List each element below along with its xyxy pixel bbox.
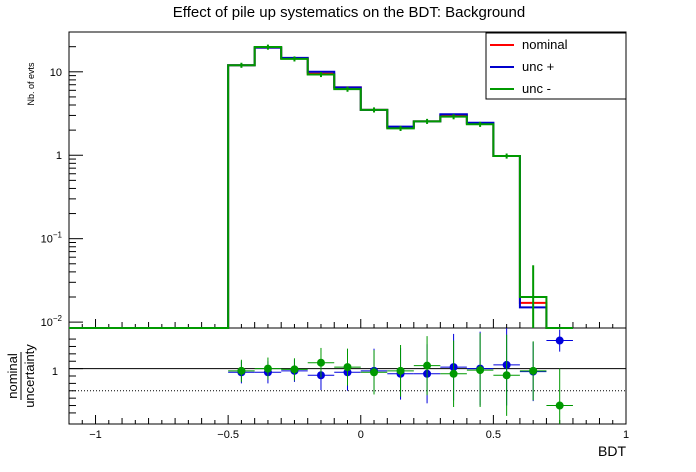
x-tick-label: −1	[89, 429, 102, 441]
ratio-point-unc-	[290, 365, 298, 373]
ratio-label-numerator: nominal	[5, 353, 20, 399]
ratio-point-unc-	[397, 367, 405, 375]
ratio-point-unc-	[556, 402, 564, 410]
ratio-y-label: nominal uncertainty	[5, 344, 37, 408]
x-tick-labels: −1 −0.5 0 0.5 1	[89, 429, 629, 441]
ratio-point-unc-	[450, 370, 458, 378]
ratio-point-unc-	[370, 368, 378, 376]
y-tick-exponent: −2	[53, 314, 63, 323]
ratio-point-unc-	[317, 359, 325, 367]
legend-label-unc-plus: unc +	[522, 59, 554, 74]
legend: nominal unc + unc -	[486, 33, 626, 99]
legend-label-unc-minus: unc -	[522, 81, 551, 96]
legend-label-nominal: nominal	[522, 37, 568, 52]
y-tick-label: 10−1	[41, 231, 63, 246]
y-tick-exponent: −1	[53, 231, 63, 240]
ratio-point-unc-	[556, 337, 564, 345]
ratio-points	[228, 328, 573, 424]
ratio-point-unc-	[529, 367, 537, 375]
ratio-point-unc-	[476, 366, 484, 374]
ratio-point-unc-	[423, 362, 431, 370]
y-tick-label: 1	[56, 150, 62, 162]
y-tick-label: 10	[50, 67, 62, 79]
x-tick-label: −0.5	[217, 429, 239, 441]
ratio-y-tick-label: 1	[52, 366, 58, 378]
x-axis-label: BDT	[598, 443, 626, 459]
y-axis-label: Nb. of evts	[26, 62, 36, 106]
x-tick-label: 0.5	[486, 429, 501, 441]
ratio-point-unc-	[344, 363, 352, 371]
ratio-label-denominator: uncertainty	[22, 344, 37, 408]
y-tick-label: 10−2	[41, 314, 63, 329]
ratio-axis-ticks	[69, 339, 83, 413]
x-tick-label: 1	[623, 429, 629, 441]
ratio-point-unc-	[264, 365, 272, 373]
chart-title: Effect of pile up systematics on the BDT…	[173, 4, 525, 21]
x-tick-label: 0	[358, 429, 364, 441]
y-tick-labels: 10−2 10−1 1 10	[41, 67, 63, 329]
ratio-point-unc-	[503, 371, 511, 379]
ratio-point-unc-	[237, 367, 245, 375]
